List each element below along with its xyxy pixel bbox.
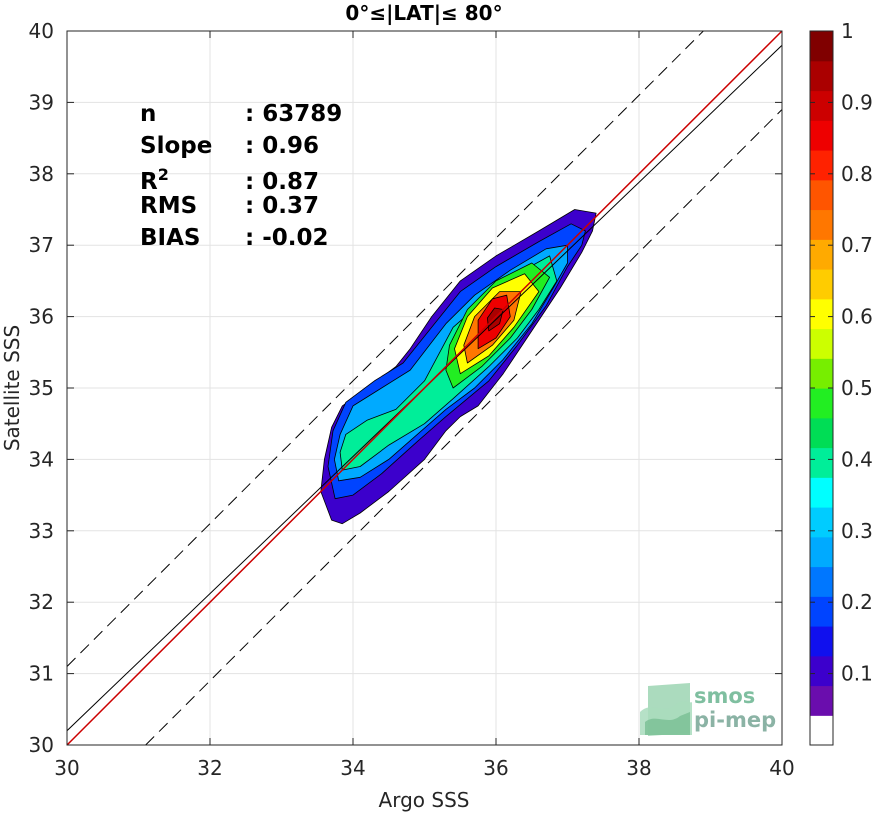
upper-envelope-line [67, 31, 704, 667]
colorbar-segment [810, 388, 833, 419]
one-to-one-line [67, 31, 782, 745]
logo-line2: pi-mep [694, 708, 776, 732]
colorbar-tick-label: 0.6 [841, 305, 873, 329]
x-tick-label: 32 [197, 756, 222, 780]
colorbar-segment [810, 417, 833, 449]
colorbar-tick-label: 0.9 [841, 90, 873, 114]
colorbar-segment [810, 209, 833, 240]
lower-envelope-line [145, 109, 782, 745]
colorbar-segment [810, 269, 833, 300]
colorbar-tick-label: 0.2 [841, 590, 873, 614]
stat-key: RMS [140, 193, 197, 219]
colorbar-segment [810, 328, 833, 359]
x-tick-label: 40 [769, 756, 794, 780]
colorbar-segment [810, 358, 833, 389]
colorbar-segment [810, 477, 833, 508]
logo-line1: smos [694, 684, 755, 708]
y-tick-label: 40 [29, 19, 54, 43]
colorbar-segment [810, 596, 833, 627]
y-tick-label: 32 [29, 590, 54, 614]
colorbar-segment [810, 120, 833, 151]
colorbar-tick-label: 0.4 [841, 447, 873, 471]
stat-key-superscript: 2 [158, 165, 169, 184]
y-axis-label: Satellite SSS [0, 325, 24, 451]
stat-key: Slope [140, 133, 212, 159]
colorbar-segment [810, 31, 833, 62]
stat-key: n [140, 101, 156, 127]
x-tick-label: 34 [340, 756, 365, 780]
colorbar-segment [810, 60, 833, 92]
colorbar-segment [810, 626, 833, 657]
y-tick-label: 37 [29, 233, 54, 257]
reference-lines [67, 31, 782, 745]
y-tick-label: 31 [29, 662, 54, 686]
colorbar-segment [810, 536, 833, 568]
stat-value: : 0.87 [245, 169, 319, 195]
stat-value: : -0.02 [245, 225, 329, 251]
y-tick-label: 38 [29, 162, 54, 186]
chart-title: 0°≤|LAT|≤ 80° [345, 1, 502, 25]
colorbar: 0.1 0.2 0.3 0.4 0.5 0.6 0.7 0.8 0.9 1 [809, 19, 873, 746]
colorbar-tick-label: 0.1 [841, 662, 873, 686]
y-tick-label: 34 [29, 447, 54, 471]
x-tick-label: 30 [54, 756, 79, 780]
colorbar-segment [810, 447, 833, 478]
y-tick-label: 39 [29, 90, 54, 114]
colorbar-segment [810, 239, 833, 270]
colorbar-segment [810, 179, 833, 211]
colorbar-segment [810, 90, 833, 121]
colorbar-tick-label: 0.5 [841, 376, 873, 400]
smos-pi-mep-logo: smos pi-mep [640, 683, 776, 736]
colorbar-segment [810, 685, 833, 716]
x-axis-ticks: 30 32 34 36 38 40 [54, 31, 795, 780]
colorbar-tick-label: 0.7 [841, 233, 873, 257]
y-tick-label: 33 [29, 519, 54, 543]
colorbar-segment [810, 655, 833, 687]
stat-value: : 63789 [245, 101, 342, 127]
stat-key: BIAS [140, 225, 200, 251]
y-axis-ticks: 30 31 32 33 34 35 36 37 38 39 40 [29, 19, 782, 757]
y-tick-label: 30 [29, 733, 54, 757]
stat-value: : 0.96 [245, 133, 319, 159]
x-tick-label: 38 [626, 756, 651, 780]
y-tick-label: 36 [29, 305, 54, 329]
colorbar-segment [810, 507, 833, 538]
colorbar-segment [810, 715, 833, 746]
x-tick-label: 36 [483, 756, 508, 780]
colorbar-segment [810, 298, 833, 330]
colorbar-tick-label: 1 [841, 19, 854, 43]
colorbar-segment [810, 150, 833, 181]
colorbar-segment [810, 566, 833, 597]
y-tick-label: 35 [29, 376, 54, 400]
stat-value: : 0.37 [245, 193, 319, 219]
colorbar-tick-label: 0.8 [841, 162, 873, 186]
x-axis-label: Argo SSS [379, 788, 470, 812]
colorbar-tick-label: 0.3 [841, 519, 873, 543]
